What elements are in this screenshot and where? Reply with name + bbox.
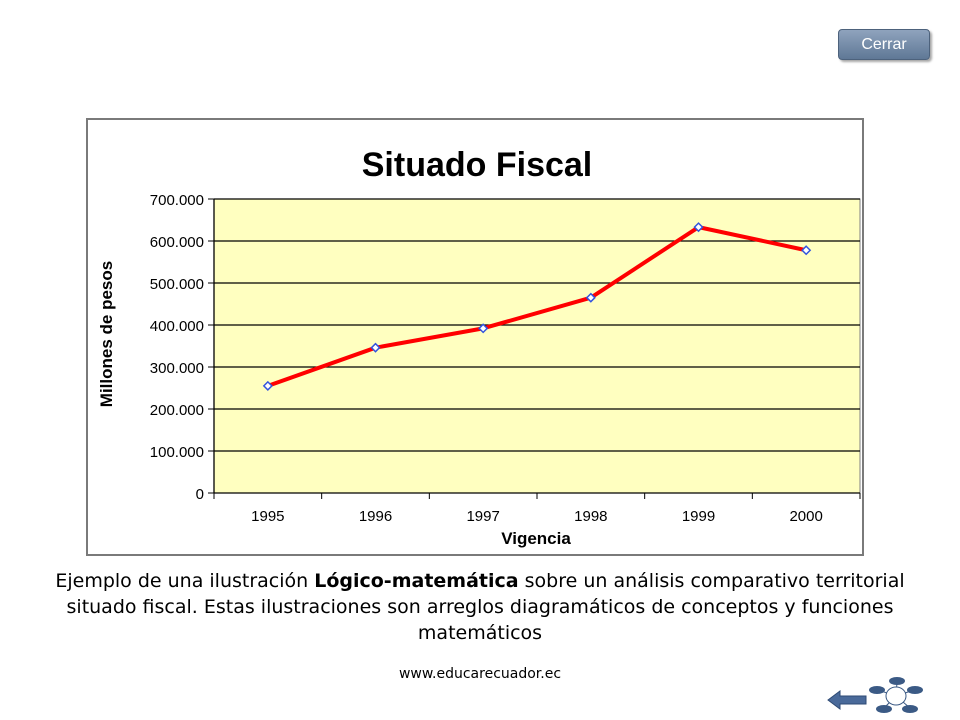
chart-frame: Situado Fiscal Millones de pesos Vigenci…: [86, 118, 864, 556]
back-arrow-icon[interactable]: [826, 688, 868, 712]
caption: Ejemplo de una ilustración Lógico-matemá…: [20, 568, 940, 646]
x-tick-label: 2000: [789, 508, 822, 525]
caption-bold-term: Lógico-matemática: [314, 570, 519, 592]
x-axis-label: Vigencia: [501, 529, 571, 548]
x-tick-label: 1996: [359, 508, 392, 525]
data-point: [262, 380, 273, 391]
site-url: www.educarecuador.ec: [398, 666, 562, 682]
chart-title: Situado Fiscal: [362, 146, 593, 184]
y-tick-label: 200.000: [150, 402, 204, 419]
y-tick-label: 700.000: [150, 192, 204, 209]
caption-text-start: Ejemplo de una ilustración: [55, 570, 315, 592]
y-tick-label: 400.000: [150, 318, 204, 335]
y-tick-label: 0: [196, 486, 204, 503]
y-axis-label: Millones de pesos: [97, 261, 116, 407]
x-tick-label: 1997: [466, 508, 499, 525]
caption-text-end: sobre un análisis comparativo territoria…: [66, 570, 905, 644]
data-point: [478, 323, 489, 334]
x-tick-label: 1998: [574, 508, 607, 525]
data-point: [370, 342, 381, 353]
data-point: [693, 222, 704, 233]
close-button[interactable]: Cerrar: [838, 29, 930, 60]
y-tick-label: 600.000: [150, 234, 204, 251]
y-tick-label: 500.000: [150, 276, 204, 293]
data-point: [585, 292, 596, 303]
concept-map-icon[interactable]: [866, 674, 926, 718]
y-tick-label: 300.000: [150, 360, 204, 377]
y-tick-label: 100.000: [150, 444, 204, 461]
data-point: [801, 245, 812, 256]
plot-area: [213, 198, 861, 494]
x-tick-label: 1995: [251, 508, 284, 525]
line-chart: Situado Fiscal Millones de pesos Vigenci…: [97, 146, 861, 548]
series-line: [267, 225, 807, 388]
x-tick-label: 1999: [682, 508, 715, 525]
